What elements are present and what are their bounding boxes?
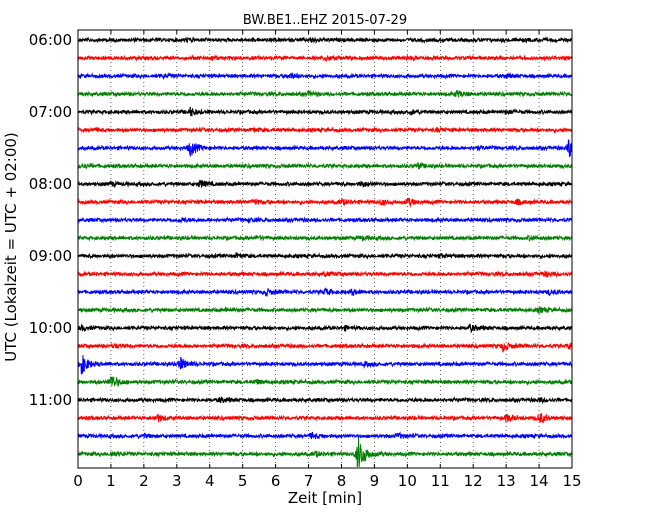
x-tick-label: 4: [205, 472, 215, 490]
trace-0845: [77, 234, 573, 242]
trace-1130: [77, 431, 573, 440]
trace-0930: [77, 287, 573, 297]
chart-title: BW.BE1..EHZ 2015-07-29: [243, 13, 407, 28]
x-tick-label: 2: [139, 472, 149, 490]
trace-1000: [77, 323, 573, 334]
trace-1115: [77, 412, 573, 424]
trace-0830: [77, 216, 573, 225]
trace-1100: [77, 396, 573, 405]
x-tick-label: 3: [172, 472, 182, 490]
trace-0815: [77, 197, 573, 208]
y-axis: 06:00 07:00 08:00 09:00 10:00 11:00: [29, 31, 572, 409]
x-tick-label: 12: [464, 472, 483, 490]
plot-frame: [77, 29, 573, 469]
x-tick-label: 0: [73, 472, 83, 490]
y-tick-label: 07:00: [29, 103, 72, 121]
x-tick-label: 9: [370, 472, 380, 490]
y-tick-label: 10:00: [29, 319, 72, 337]
x-tick-label: 10: [398, 472, 417, 490]
trace-0700: [77, 106, 573, 117]
trace-0745: [77, 161, 573, 170]
trace-0715: [77, 125, 573, 134]
trace-0630: [77, 71, 573, 81]
x-tick-label: 6: [271, 472, 281, 490]
trace-0945: [77, 305, 573, 314]
y-tick-label: 11:00: [29, 391, 72, 409]
x-tick-label: 7: [304, 472, 314, 490]
x-tick-label: 15: [562, 472, 581, 490]
x-axis-label: Zeit [min]: [288, 489, 362, 507]
x-tick-label: 1: [106, 472, 116, 490]
trace-0730: [77, 139, 573, 158]
x-tick-label: 5: [238, 472, 248, 490]
trace-0915: [77, 270, 573, 279]
y-tick-label: 09:00: [29, 247, 72, 265]
trace-1030: [77, 355, 573, 375]
x-axis: 0 1 2 3 4 5 6 7 8 9 10 11 12 13 14 15: [73, 30, 582, 490]
y-tick-label: 08:00: [29, 175, 72, 193]
trace-0645: [77, 89, 573, 98]
y-axis-label: UTC (Lokalzeit = UTC + 02:00): [2, 132, 20, 362]
trace-1045: [77, 376, 573, 387]
y-tick-label: 06:00: [29, 31, 72, 49]
x-tick-label: 11: [431, 472, 450, 490]
trace-1015: [77, 342, 573, 353]
x-tick-label: 8: [337, 472, 347, 490]
trace-0800: [77, 179, 573, 189]
x-tick-label: 13: [497, 472, 516, 490]
trace-0600: [77, 36, 573, 44]
x-tick-label: 14: [530, 472, 549, 490]
trace-0900: [77, 252, 573, 260]
seismic-traces: [77, 36, 573, 468]
trace-0615: [77, 54, 573, 63]
trace-1145: [77, 438, 573, 468]
